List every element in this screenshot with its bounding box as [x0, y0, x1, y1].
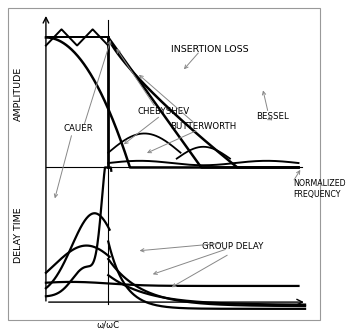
- Text: CAUER: CAUER: [64, 123, 94, 132]
- Text: NORMALIZED
FREQUENCY: NORMALIZED FREQUENCY: [294, 179, 346, 199]
- Text: CHEBYSHEV: CHEBYSHEV: [138, 107, 190, 116]
- Text: ω/ωC: ω/ωC: [97, 320, 120, 329]
- Text: AMPLITUDE: AMPLITUDE: [13, 67, 23, 121]
- Text: BESSEL: BESSEL: [256, 112, 289, 121]
- Text: INSERTION LOSS: INSERTION LOSS: [171, 45, 249, 54]
- Text: GROUP DELAY: GROUP DELAY: [202, 242, 264, 251]
- Text: BUTTERWORTH: BUTTERWORTH: [170, 122, 237, 131]
- Text: DELAY TIME: DELAY TIME: [13, 207, 23, 262]
